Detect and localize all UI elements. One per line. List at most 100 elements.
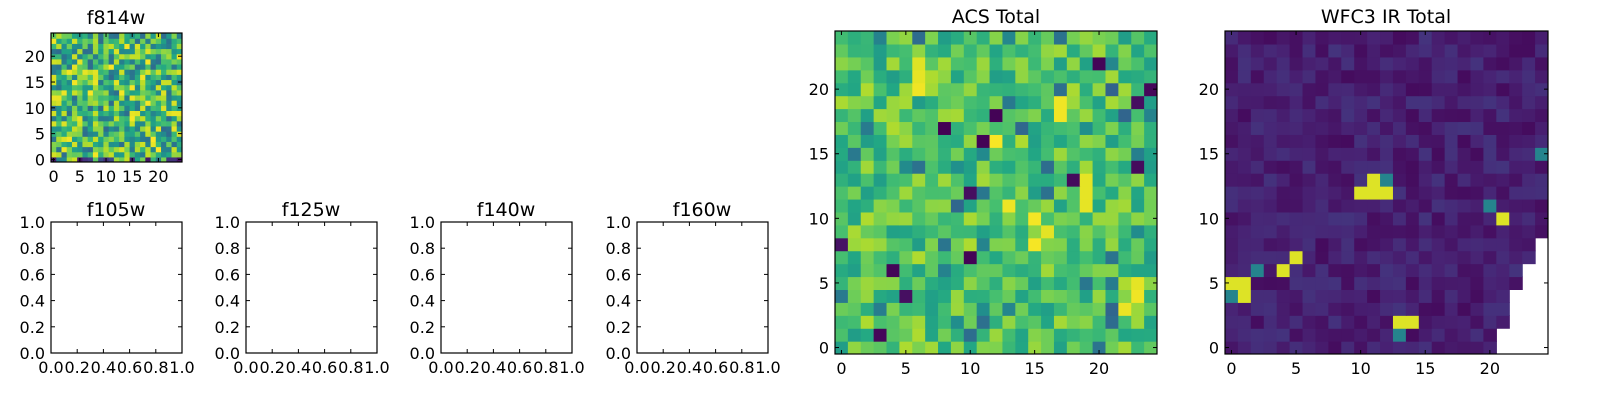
wfc3-ir-total-cell [1392,108,1407,123]
wfc3-ir-total-cell [1483,95,1497,110]
acs-total-cell [938,173,952,187]
acs-total-cell [873,237,888,252]
f814w-cell [171,131,178,137]
acs-total-cell [1002,263,1016,278]
wfc3-ir-total-cell [1431,108,1446,123]
f814w-cell [145,100,152,106]
acs-total-cell [899,95,913,110]
wfc3-ir-total-cell [1392,173,1407,187]
f814w-cell [71,100,78,106]
wfc3-ir-total-cell [1263,173,1278,187]
wfc3-ir-total-cell [1225,302,1239,316]
wfc3-ir-total-cell [1457,95,1472,110]
f814w-cell [92,74,99,81]
wfc3-ir-total-cell [1380,237,1394,252]
wfc3-ir-total-cell [1483,328,1497,342]
acs-total-cell [1131,341,1145,354]
acs-total-cell [925,56,939,71]
f814w-cell [71,69,78,75]
acs-total-cell [1015,263,1029,278]
f814w-cell [140,48,146,55]
wfc3-ir-total-cell [1496,69,1510,84]
acs-total-cell [860,43,875,58]
wfc3-ir-total-cell [1263,224,1278,239]
f814w-cell [71,48,78,55]
f814w-cell [66,58,73,65]
f814w-cell [176,33,182,39]
wfc3-ir-total-cell [1341,108,1355,123]
acs-total-cell [1092,237,1107,252]
wfc3-ir-total-cell [1470,341,1484,354]
wfc3-ir-total-cell [1289,328,1304,342]
wfc3-ir-total-cell [1237,160,1252,174]
acs-total-cell [1079,134,1094,148]
f814w-cell [56,74,63,81]
wfc3-ir-total-cell [1354,43,1368,58]
wfc3-ir-total-cell [1237,315,1252,329]
wfc3-ir-total-cell [1483,173,1497,187]
f814w-cell [176,43,182,50]
wfc3-ir-total-cell [1263,263,1278,278]
acs-total-cell [873,69,888,84]
f814w-cell [119,53,125,60]
f814w-cell [71,89,78,96]
wfc3-ir-total-cell [1418,289,1433,303]
acs-total-cell [1105,237,1119,252]
f105w-xtick-label: 0.2 [64,358,89,377]
wfc3-ir-total-ytick-label: 20 [1199,80,1219,99]
wfc3-ir-total-cell [1418,134,1433,148]
acs-total-cell [899,31,913,45]
f814w-cell [82,146,89,153]
wfc3-ir-total-cell [1522,147,1536,161]
acs-total-cell [835,147,849,161]
acs-total-cell [1079,95,1094,110]
f814w-cell [56,110,63,117]
f814w-cell [166,141,173,148]
f105w-ytick-label: 0.0 [20,344,45,363]
wfc3-ir-total-cell [1457,56,1472,71]
f814w-cell [119,100,125,106]
f814w-cell [66,84,73,91]
f814w-cell [87,74,94,81]
f814w-cell [140,33,146,39]
wfc3-ir-total-cell [1225,95,1239,110]
f814w-cell [108,74,115,81]
acs-total-cell [860,302,875,316]
wfc3-ir-total-cell [1418,250,1433,265]
f814w-cell [161,79,167,86]
acs-total-cell [1028,186,1042,200]
f814w-cell [98,43,104,50]
wfc3-ir-total-cell [1392,56,1407,71]
wfc3-ir-total-cell [1496,302,1510,316]
wfc3-ir-total-cell [1470,31,1484,45]
acs-total-cell [950,186,965,200]
wfc3-ir-total-cell [1289,224,1304,239]
wfc3-ir-total-cell [1276,186,1291,200]
acs-total-cell [873,224,888,239]
wfc3-ir-total-cell [1276,263,1291,278]
acs-total-cell [938,289,952,303]
f814w-cell [155,146,162,153]
acs-total-cell [1041,147,1055,161]
wfc3-ir-total-cell [1535,82,1548,97]
acs-total-cell [938,108,952,123]
acs-total-cell [912,186,926,200]
wfc3-ir-total-cell [1341,95,1355,110]
wfc3-ir-total-cell [1250,147,1265,161]
wfc3-ir-total-cell [1354,224,1368,239]
f814w-cell [129,74,136,81]
f125w-xtick-label: 0.2 [259,358,284,377]
wfc3-ir-total-cell [1289,69,1304,84]
wfc3-ir-total-cell [1276,147,1291,161]
acs-total-cell [976,276,991,290]
acs-total-cell [950,121,965,135]
f814w-cell [171,141,178,148]
wfc3-ir-total-cell [1392,198,1407,213]
acs-total-cell [886,108,900,123]
f814w-cell [155,110,162,117]
acs-total-cell [989,147,1004,161]
acs-total-cell [989,315,1004,329]
wfc3-ir-total-cell [1509,31,1523,45]
axes-frame-f140w [440,221,573,354]
wfc3-ir-total-cell [1315,328,1329,342]
